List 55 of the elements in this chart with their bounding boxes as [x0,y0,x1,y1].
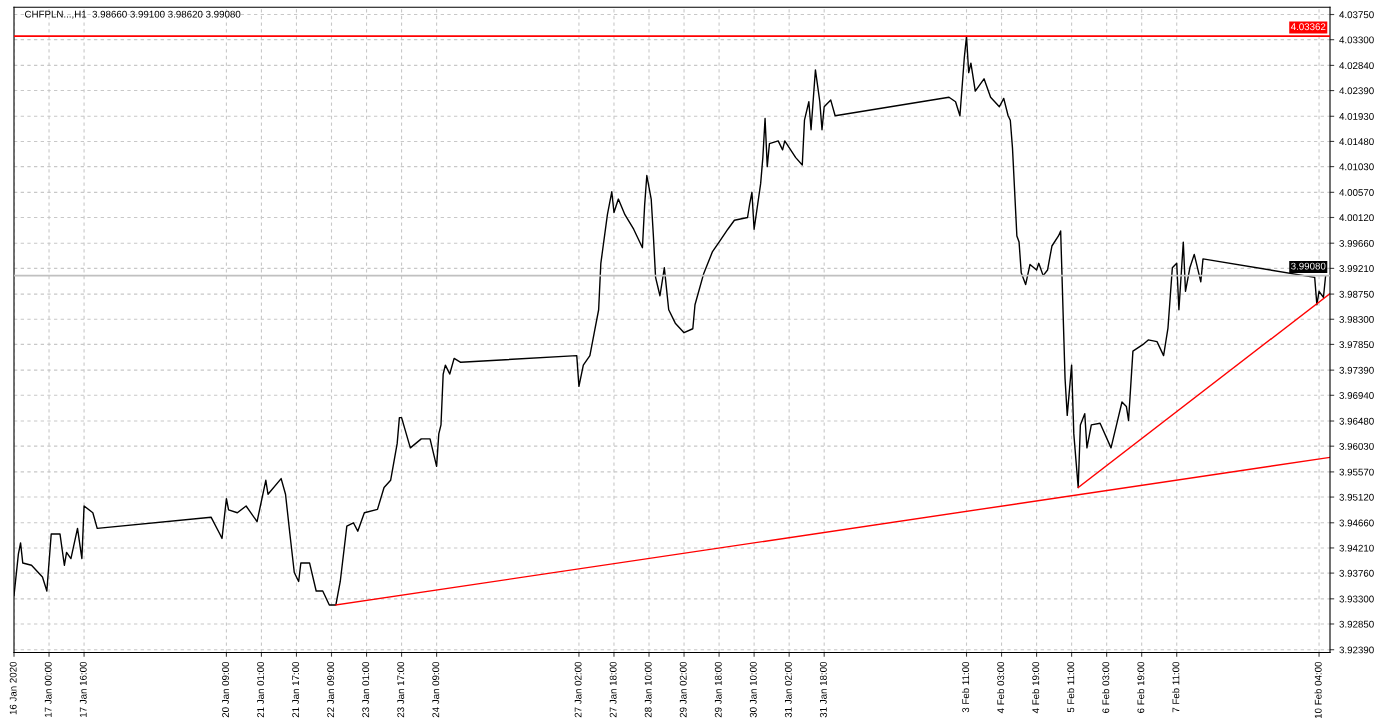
x-tick-label: 4 Feb 03:00 [997,661,1005,714]
x-tick-label: 20 Jan 09:00 [222,661,230,718]
y-tick-label: 3.98750 [1339,290,1374,298]
y-tick-label: 3.98300 [1339,315,1374,323]
x-tick-label: 29 Jan 18:00 [714,661,722,718]
y-tick-label: 4.01030 [1339,163,1374,171]
y-tick-label: 4.00570 [1339,189,1374,196]
x-tick-label: 22 Jan 09:00 [327,661,335,718]
x-tick-label: 21 Jan 01:00 [257,661,265,718]
y-tick-label: 4.03300 [1339,36,1374,44]
x-tick-label: 23 Jan 01:00 [362,661,370,718]
x-tick-label: 28 Jan 10:00 [644,661,652,718]
y-tick-label: 3.92850 [1339,620,1374,628]
x-tick-label: 7 Feb 11:00 [1172,661,1180,713]
y-tick-label: 3.96940 [1339,392,1374,399]
y-tick-label: 3.97390 [1339,366,1374,374]
x-tick-label: 16 Jan 2020 [9,661,17,715]
ref-line-label: 4.03362 [1290,23,1326,31]
y-tick-label: 3.96030 [1339,442,1374,450]
x-tick-label: 3 Feb 11:00 [961,661,970,713]
y-tick-label: 3.93300 [1339,595,1374,603]
y-tick-label: 3.95570 [1339,468,1374,476]
y-tick-label: 4.02840 [1339,62,1374,70]
x-tick-label: 31 Jan 18:00 [819,661,827,718]
y-tick-label: 4.00120 [1339,214,1374,222]
x-tick-label: 6 Feb 19:00 [1137,661,1145,713]
y-tick-label: 3.99660 [1339,239,1374,247]
x-tick-label: 27 Jan 02:00 [574,661,582,718]
x-tick-label: 31 Jan 02:00 [784,661,792,718]
ref-line-label: 3.99080 [1291,262,1326,270]
x-tick-label: 21 Jan 17:00 [292,661,300,718]
y-tick-label: 4.01930 [1339,113,1374,120]
y-tick-label: 3.96480 [1339,417,1374,425]
x-tick-label: 30 Jan 10:00 [749,661,757,718]
x-tick-label: 29 Jan 02:00 [679,661,687,718]
y-tick-label: 4.01480 [1339,138,1374,146]
x-tick-label: 17 Jan 16:00 [79,661,87,717]
y-tick-label: 3.92390 [1339,646,1374,654]
y-tick-label: 3.94210 [1339,544,1374,552]
x-tick-label: 27 Jan 18:00 [609,661,617,718]
y-tick-label: 3.99210 [1339,265,1374,272]
y-tick-label: 3.95120 [1339,493,1374,501]
chart-title: CHFPLN...,H1 3.98660 3.99100 3.98620 3.99080 [25,10,241,19]
x-tick-label: 24 Jan 09:00 [432,661,440,718]
x-tick-label: 6 Feb 03:00 [1102,661,1110,713]
y-tick-label: 4.02390 [1339,87,1374,95]
x-tick-label: 23 Jan 17:00 [397,661,405,718]
y-tick-label: 4.03750 [1339,11,1374,19]
x-tick-label: 17 Jan 00:00 [44,661,52,717]
x-tick-label: 4 Feb 19:00 [1032,661,1040,714]
x-tick-label: 5 Feb 11:00 [1067,661,1075,713]
y-tick-label: 3.93760 [1339,569,1374,577]
x-tick-label: 10 Feb 04:00 [1314,661,1322,719]
y-tick-label: 3.94660 [1339,519,1374,527]
y-tick-label: 3.97850 [1339,341,1374,349]
